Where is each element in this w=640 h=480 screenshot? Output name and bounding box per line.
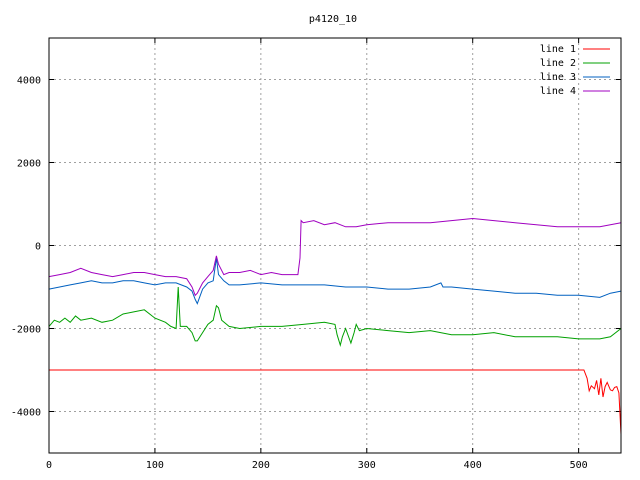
legend: line 1 line 2 line 3 line 4 xyxy=(540,44,610,97)
x-tick-label: 200 xyxy=(252,460,270,471)
legend-label: line 2 xyxy=(540,58,576,69)
chart-title: p4120_10 xyxy=(309,14,357,25)
x-tick-label: 400 xyxy=(464,460,482,471)
x-axis-ticks: 0 100 200 300 400 500 xyxy=(46,38,588,471)
legend-label: line 1 xyxy=(540,44,576,55)
series-line-2 xyxy=(48,286,622,347)
series-group xyxy=(48,217,622,435)
x-tick-label: 100 xyxy=(146,460,164,471)
y-tick-label: 2000 xyxy=(17,159,41,170)
x-tick-label: 500 xyxy=(570,460,588,471)
y-axis-ticks: -4000 -2000 0 2000 4000 xyxy=(11,76,621,419)
legend-label: line 4 xyxy=(540,86,576,97)
series-line-4 xyxy=(48,217,622,297)
x-tick-label: 300 xyxy=(358,460,376,471)
legend-label: line 3 xyxy=(540,72,576,83)
y-tick-label: 4000 xyxy=(17,76,41,87)
series-line-3 xyxy=(48,257,622,305)
grid xyxy=(49,38,621,453)
plot-frame xyxy=(48,37,622,454)
y-tick-label: -4000 xyxy=(11,408,41,419)
series-line-1 xyxy=(49,369,622,435)
y-tick-label: -2000 xyxy=(11,325,41,336)
x-tick-label: 0 xyxy=(46,460,52,471)
y-tick-label: 0 xyxy=(35,242,41,253)
